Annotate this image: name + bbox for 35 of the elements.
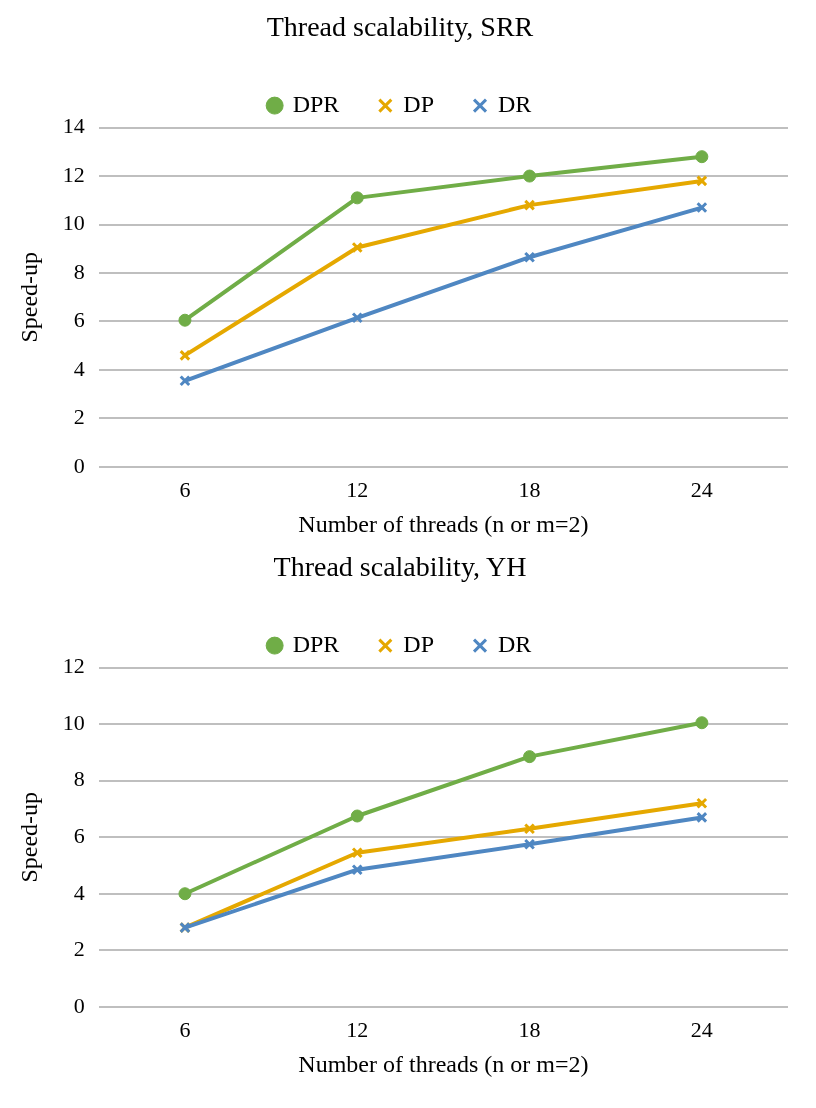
y-tick-label: 8 [73, 766, 85, 792]
legend-label: DR [498, 90, 532, 117]
x-tick-label: 18 [518, 1016, 541, 1042]
y-tick-label: 14 [62, 113, 85, 139]
legend-label: DR [498, 630, 532, 657]
y-tick-label: 0 [73, 452, 85, 478]
legend-label: DPR [292, 630, 340, 657]
x-tick-label: 24 [690, 476, 713, 502]
y-tick-label: 10 [62, 709, 85, 735]
y-tick-label: 12 [62, 161, 85, 187]
legend-label: DP [403, 630, 435, 657]
y-tick-label: 6 [73, 822, 85, 848]
y-tick-label: 2 [73, 404, 85, 430]
chart-title: Thread scalability, YH [273, 551, 527, 583]
x-tick-label: 12 [346, 1016, 369, 1042]
x-axis-title: Number of threads (n or m=2) [298, 510, 589, 537]
y-tick-label: 8 [73, 258, 85, 284]
y-tick-label: 12 [62, 653, 85, 679]
y-tick-label: 2 [73, 936, 85, 962]
legend-label: DPR [292, 90, 340, 117]
y-tick-label: 10 [62, 210, 85, 236]
y-axis-title: Speed-up [15, 251, 42, 343]
x-axis-title: Number of threads (n or m=2) [298, 1050, 589, 1077]
x-tick-label: 12 [346, 476, 369, 502]
chart-title: Thread scalability, SRR [266, 11, 534, 43]
y-tick-label: 6 [73, 307, 85, 333]
x-tick-label: 6 [179, 1016, 191, 1042]
y-axis-title: Speed-up [15, 791, 42, 883]
y-tick-label: 4 [73, 879, 85, 905]
x-tick-label: 24 [690, 1016, 713, 1042]
y-tick-label: 0 [73, 992, 85, 1018]
x-tick-label: 6 [179, 476, 191, 502]
legend-label: DP [403, 90, 435, 117]
y-tick-label: 4 [73, 355, 85, 381]
x-tick-label: 18 [518, 476, 541, 502]
